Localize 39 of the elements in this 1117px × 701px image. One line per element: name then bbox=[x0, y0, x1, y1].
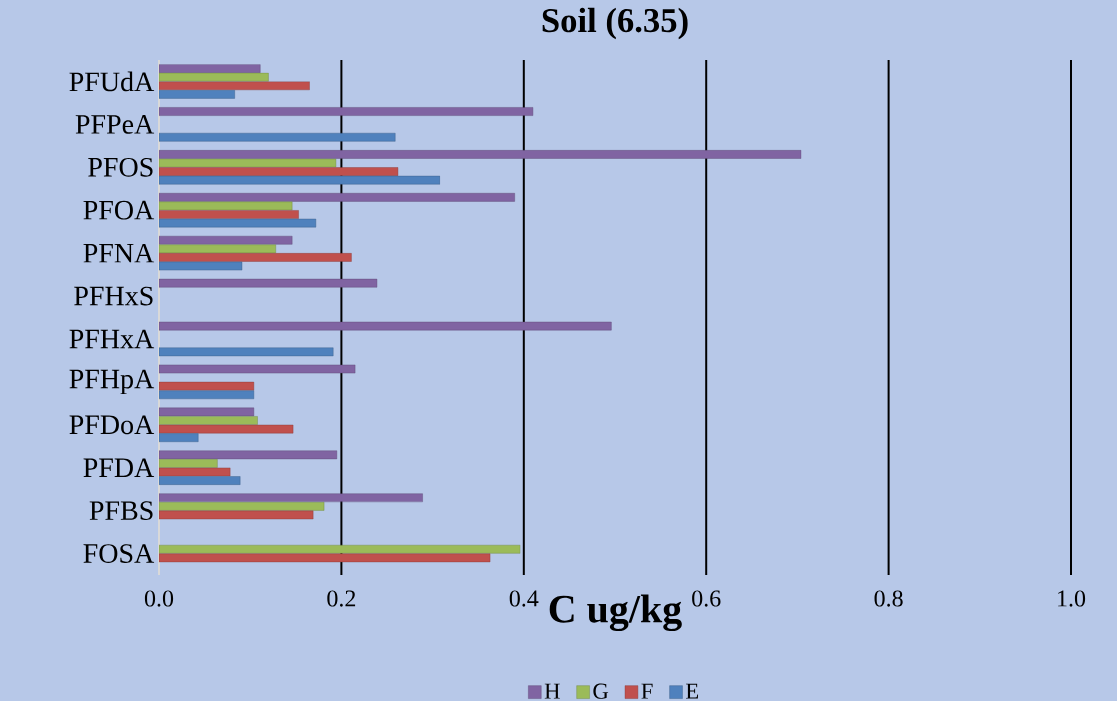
bar bbox=[159, 158, 337, 168]
x-axis-title: C ug/kg bbox=[549, 594, 682, 632]
y-tick-label: PFDoA bbox=[69, 415, 155, 435]
legend-label: F bbox=[641, 683, 653, 699]
chart-title: Soil (6.35) bbox=[542, 7, 688, 40]
y-tick-label: PFUdA bbox=[69, 71, 155, 92]
legend-label: E bbox=[686, 683, 699, 699]
bar bbox=[159, 132, 396, 142]
legend-label: G bbox=[593, 683, 609, 699]
bar bbox=[159, 218, 317, 228]
bar bbox=[159, 261, 243, 271]
bar bbox=[159, 72, 269, 82]
y-tick-label: PFNA bbox=[83, 243, 155, 263]
y-tick-label: PFPeA bbox=[75, 115, 155, 134]
bar bbox=[159, 502, 325, 511]
bar bbox=[159, 544, 521, 554]
y-tick-label: PFHpA bbox=[69, 369, 155, 395]
bar bbox=[159, 201, 293, 211]
x-tick-label: 0.0 bbox=[144, 590, 174, 607]
x-tick-label: 0.4 bbox=[509, 590, 539, 607]
x-tick-label: 0.6 bbox=[692, 590, 721, 607]
y-tick-label: PFBS bbox=[89, 501, 153, 521]
x-tick-label: 0.8 bbox=[874, 590, 903, 607]
y-tick-label: PFOS bbox=[88, 157, 153, 177]
legend-label: H bbox=[544, 683, 560, 699]
y-tick-label: PFOA bbox=[83, 200, 155, 220]
x-tick-label: 0.2 bbox=[327, 590, 356, 607]
bar bbox=[159, 390, 255, 400]
y-tick-label: FOSA bbox=[83, 544, 155, 563]
y-tick-label: PFDA bbox=[83, 458, 155, 477]
x-tick-label: 1.0 bbox=[1058, 590, 1086, 607]
bar bbox=[159, 175, 441, 185]
bar bbox=[159, 90, 235, 99]
bar bbox=[159, 347, 334, 357]
bar bbox=[159, 244, 276, 254]
bar bbox=[159, 476, 241, 485]
y-tick-label: PFHxS bbox=[74, 286, 153, 306]
bar bbox=[159, 433, 199, 442]
y-tick-label: PFHxA bbox=[69, 329, 155, 349]
